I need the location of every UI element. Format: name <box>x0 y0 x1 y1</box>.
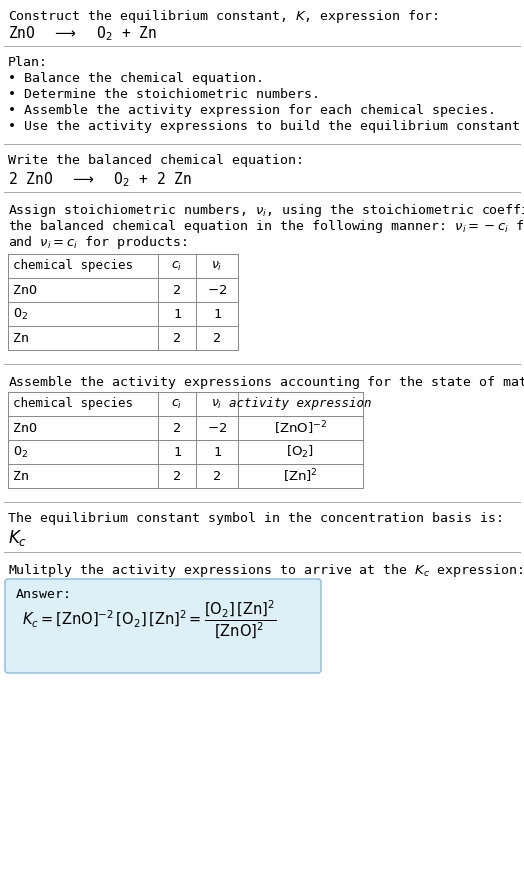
Text: Zn: Zn <box>13 331 29 345</box>
Text: 1: 1 <box>213 307 221 321</box>
Text: $[\mathrm{O_2}]$: $[\mathrm{O_2}]$ <box>287 444 314 460</box>
Text: chemical species: chemical species <box>13 397 133 411</box>
FancyBboxPatch shape <box>5 579 321 673</box>
Text: 1: 1 <box>173 307 181 321</box>
Text: the balanced chemical equation in the following manner: $\nu_i = -c_i$ for react: the balanced chemical equation in the fo… <box>8 218 524 235</box>
Text: O$_2$: O$_2$ <box>13 445 28 460</box>
Text: $-2$: $-2$ <box>207 283 227 296</box>
Text: Construct the equilibrium constant, $K$, expression for:: Construct the equilibrium constant, $K$,… <box>8 8 438 25</box>
Text: Zn: Zn <box>13 470 29 482</box>
Text: Write the balanced chemical equation:: Write the balanced chemical equation: <box>8 154 304 167</box>
Text: 2 ZnO  $\longrightarrow$  O$_2$ + 2 Zn: 2 ZnO $\longrightarrow$ O$_2$ + 2 Zn <box>8 170 192 188</box>
Text: 2: 2 <box>173 283 181 296</box>
Text: $[\mathrm{ZnO}]^{-2}$: $[\mathrm{ZnO}]^{-2}$ <box>274 419 327 437</box>
Text: 1: 1 <box>173 446 181 458</box>
Text: 1: 1 <box>213 446 221 458</box>
Text: 2: 2 <box>213 470 221 482</box>
Text: ZnO  $\longrightarrow$  O$_2$ + Zn: ZnO $\longrightarrow$ O$_2$ + Zn <box>8 24 157 43</box>
Text: 2: 2 <box>173 470 181 482</box>
Text: $-2$: $-2$ <box>207 421 227 435</box>
Text: chemical species: chemical species <box>13 260 133 272</box>
Text: and $\nu_i = c_i$ for products:: and $\nu_i = c_i$ for products: <box>8 234 187 251</box>
Text: • Assemble the activity expression for each chemical species.: • Assemble the activity expression for e… <box>8 104 496 117</box>
Text: 2: 2 <box>173 421 181 435</box>
Text: • Use the activity expressions to build the equilibrium constant expression.: • Use the activity expressions to build … <box>8 120 524 133</box>
Text: activity expression: activity expression <box>230 397 372 411</box>
Text: Plan:: Plan: <box>8 56 48 69</box>
Text: O$_2$: O$_2$ <box>13 306 28 321</box>
Text: $\nu_i$: $\nu_i$ <box>211 397 223 411</box>
Text: $K_c$: $K_c$ <box>8 528 27 548</box>
Text: Assign stoichiometric numbers, $\nu_i$, using the stoichiometric coefficients, $: Assign stoichiometric numbers, $\nu_i$, … <box>8 202 524 219</box>
Text: Mulitply the activity expressions to arrive at the $K_c$ expression:: Mulitply the activity expressions to arr… <box>8 562 523 579</box>
Text: $K_c = [\mathrm{ZnO}]^{-2}\, [\mathrm{O_2}]\, [\mathrm{Zn}]^{2} = \dfrac{[\mathr: $K_c = [\mathrm{ZnO}]^{-2}\, [\mathrm{O_… <box>22 599 276 641</box>
Text: • Determine the stoichiometric numbers.: • Determine the stoichiometric numbers. <box>8 88 320 101</box>
Text: $\nu_i$: $\nu_i$ <box>211 260 223 272</box>
Text: The equilibrium constant symbol in the concentration basis is:: The equilibrium constant symbol in the c… <box>8 512 504 525</box>
Text: Answer:: Answer: <box>16 588 72 601</box>
Text: $c_i$: $c_i$ <box>171 397 183 411</box>
Text: ZnO: ZnO <box>13 421 37 435</box>
Text: ZnO: ZnO <box>13 283 37 296</box>
Text: 2: 2 <box>173 331 181 345</box>
Text: • Balance the chemical equation.: • Balance the chemical equation. <box>8 72 264 85</box>
Text: $c_i$: $c_i$ <box>171 260 183 272</box>
Text: Assemble the activity expressions accounting for the state of matter and $\nu_i$: Assemble the activity expressions accoun… <box>8 374 524 391</box>
Text: $[\mathrm{Zn}]^{2}$: $[\mathrm{Zn}]^{2}$ <box>283 467 318 485</box>
Text: 2: 2 <box>213 331 221 345</box>
